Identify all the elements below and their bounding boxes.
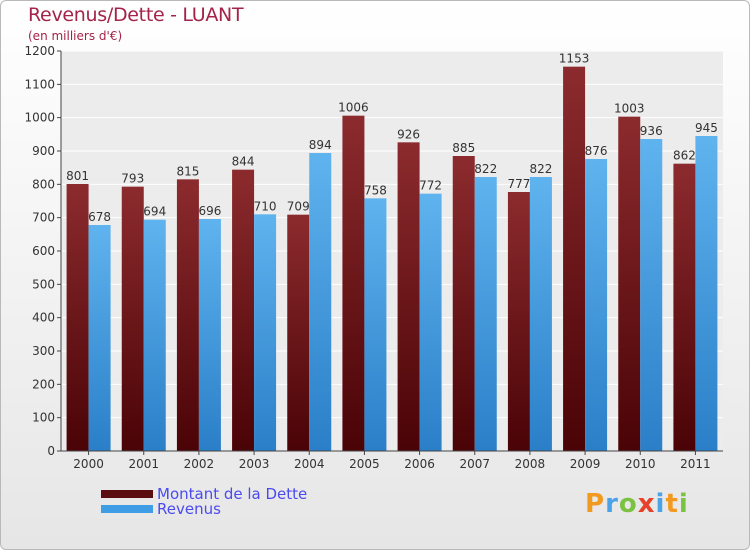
data-label-dette: 885 bbox=[452, 141, 475, 155]
x-tick-label: 2001 bbox=[128, 457, 159, 471]
bar-revenus bbox=[143, 219, 166, 451]
legend-label-dette: Montant de la Dette bbox=[157, 485, 308, 503]
proxiti-logo: Proxiti bbox=[585, 489, 689, 519]
data-label-dette: 926 bbox=[397, 127, 420, 141]
bar-dette bbox=[618, 116, 641, 452]
bar-revenus bbox=[474, 177, 497, 451]
bar-revenus bbox=[364, 198, 387, 451]
data-label-revenus: 696 bbox=[198, 204, 221, 218]
bar-dette bbox=[397, 142, 420, 452]
y-tick-label: 1000 bbox=[24, 111, 55, 125]
data-label-dette: 1153 bbox=[559, 52, 590, 66]
legend-label-revenus: Revenus bbox=[157, 500, 221, 518]
data-label-revenus: 936 bbox=[640, 124, 663, 138]
bar-dette bbox=[452, 156, 475, 451]
data-label-revenus: 758 bbox=[364, 183, 387, 197]
bar-dette bbox=[507, 192, 530, 451]
y-tick-label: 0 bbox=[47, 444, 55, 458]
x-tick-label: 2002 bbox=[184, 457, 215, 471]
bar-dette bbox=[232, 169, 255, 451]
chart-subtitle: (en milliers d'€) bbox=[28, 29, 123, 43]
logo-letter: x bbox=[637, 489, 656, 519]
legend-swatch-dette bbox=[101, 490, 153, 498]
data-label-revenus: 822 bbox=[474, 162, 497, 176]
data-label-revenus: 710 bbox=[254, 199, 277, 213]
bar-revenus bbox=[529, 177, 552, 451]
logo-letter: r bbox=[605, 489, 619, 519]
y-tick-label: 300 bbox=[32, 344, 55, 358]
y-tick-label: 900 bbox=[32, 144, 55, 158]
data-label-dette: 801 bbox=[66, 169, 89, 183]
bar-dette bbox=[66, 184, 89, 451]
data-label-revenus: 694 bbox=[143, 205, 166, 219]
y-tick-label: 800 bbox=[32, 177, 55, 191]
logo-letter: o bbox=[618, 489, 638, 519]
x-tick-label: 2011 bbox=[680, 457, 711, 471]
bar-dette bbox=[342, 115, 365, 452]
x-tick-label: 2010 bbox=[625, 457, 656, 471]
y-tick-label: 1100 bbox=[24, 77, 55, 91]
data-label-dette: 709 bbox=[287, 200, 310, 214]
data-label-revenus: 772 bbox=[419, 179, 442, 193]
y-tick-label: 700 bbox=[32, 211, 55, 225]
y-tick-label: 1200 bbox=[24, 44, 55, 58]
y-tick-label: 200 bbox=[32, 377, 55, 391]
data-label-dette: 862 bbox=[673, 149, 696, 163]
y-tick-label: 100 bbox=[32, 411, 55, 425]
data-label-revenus: 822 bbox=[529, 162, 552, 176]
legend-swatch-revenus bbox=[101, 505, 153, 513]
data-label-revenus: 945 bbox=[695, 121, 718, 135]
bar-revenus bbox=[640, 139, 663, 451]
data-label-revenus: 876 bbox=[585, 144, 608, 158]
bar-revenus bbox=[88, 225, 111, 451]
y-tick-label: 600 bbox=[32, 244, 55, 258]
data-label-dette: 793 bbox=[121, 172, 144, 186]
logo-letter: P bbox=[585, 489, 606, 519]
bar-dette bbox=[176, 179, 199, 452]
logo-letter: i bbox=[655, 489, 666, 519]
x-tick-label: 2006 bbox=[404, 457, 435, 471]
data-label-dette: 1006 bbox=[338, 101, 369, 115]
x-tick-label: 2007 bbox=[459, 457, 490, 471]
data-label-dette: 777 bbox=[507, 177, 530, 191]
bar-dette bbox=[563, 66, 586, 452]
bar-dette bbox=[287, 214, 310, 451]
x-tick-label: 2008 bbox=[515, 457, 546, 471]
x-tick-label: 2003 bbox=[239, 457, 270, 471]
bar-revenus bbox=[419, 193, 442, 451]
data-label-revenus: 678 bbox=[88, 210, 111, 224]
bar-dette bbox=[673, 163, 696, 451]
data-label-revenus: 894 bbox=[309, 138, 332, 152]
y-tick-label: 400 bbox=[32, 311, 55, 325]
x-tick-label: 2005 bbox=[349, 457, 380, 471]
bar-dette bbox=[121, 186, 144, 451]
bar-revenus bbox=[695, 136, 718, 451]
y-tick-label: 500 bbox=[32, 277, 55, 291]
x-tick-label: 2000 bbox=[73, 457, 104, 471]
logo-letter: i bbox=[678, 489, 689, 519]
chart-title: Revenus/Dette - LUANT bbox=[28, 4, 244, 26]
data-label-dette: 815 bbox=[176, 164, 199, 178]
logo-letter: t bbox=[665, 489, 679, 519]
x-tick-label: 2004 bbox=[294, 457, 325, 471]
bar-revenus bbox=[198, 219, 221, 451]
data-label-dette: 844 bbox=[232, 155, 255, 169]
bar-revenus bbox=[585, 159, 608, 451]
x-tick-label: 2009 bbox=[570, 457, 601, 471]
bar-revenus bbox=[309, 153, 332, 451]
bar-revenus bbox=[254, 214, 277, 451]
data-label-dette: 1003 bbox=[614, 102, 645, 116]
